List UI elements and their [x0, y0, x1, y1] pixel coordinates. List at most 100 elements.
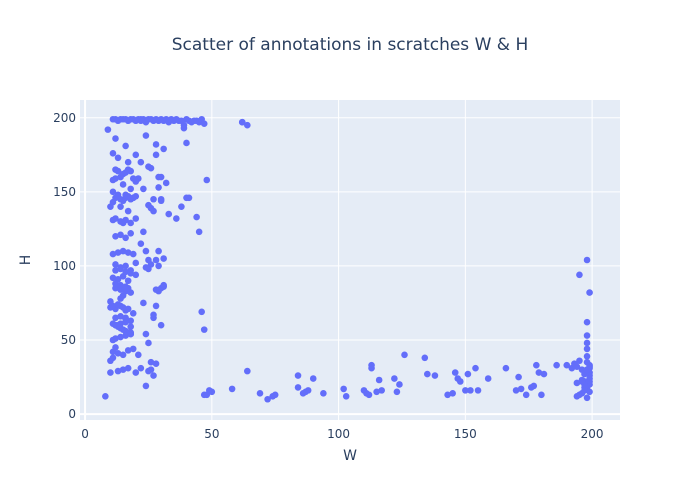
scatter-point[interactable]: [160, 145, 167, 153]
scatter-point[interactable]: [421, 354, 429, 362]
scatter-point[interactable]: [583, 332, 591, 339]
scatter-point[interactable]: [160, 255, 167, 262]
scatter-point[interactable]: [155, 247, 162, 255]
scatter-point[interactable]: [512, 387, 520, 394]
scatter-point[interactable]: [152, 360, 160, 368]
scatter-point[interactable]: [122, 142, 129, 150]
scatter-point[interactable]: [127, 329, 135, 336]
scatter-point[interactable]: [112, 344, 119, 351]
scatter-point[interactable]: [114, 301, 122, 308]
scatter-point[interactable]: [112, 175, 119, 182]
scatter-point[interactable]: [205, 387, 213, 394]
scatter-point[interactable]: [132, 369, 140, 376]
scatter-point[interactable]: [256, 390, 264, 397]
scatter-point[interactable]: [137, 240, 145, 248]
scatter-point[interactable]: [137, 364, 145, 372]
scatter-point[interactable]: [157, 195, 165, 203]
scatter-point[interactable]: [122, 332, 129, 339]
scatter-point[interactable]: [200, 326, 208, 333]
scatter-point[interactable]: [157, 173, 165, 181]
scatter-point[interactable]: [142, 247, 150, 255]
scatter-point[interactable]: [114, 154, 122, 162]
scatter-point[interactable]: [583, 352, 591, 360]
scatter-point[interactable]: [340, 385, 347, 393]
scatter-point[interactable]: [117, 265, 124, 273]
scatter-point[interactable]: [401, 351, 408, 359]
scatter-point[interactable]: [124, 277, 132, 285]
scatter-point[interactable]: [132, 259, 140, 267]
scatter-point[interactable]: [573, 379, 581, 387]
scatter-point[interactable]: [142, 330, 150, 338]
scatter-point[interactable]: [127, 219, 135, 227]
scatter-point[interactable]: [540, 370, 548, 378]
scatter-point[interactable]: [124, 166, 132, 173]
scatter-point[interactable]: [185, 194, 193, 202]
scatter-point[interactable]: [342, 392, 350, 400]
scatter-point[interactable]: [114, 249, 122, 256]
scatter-point[interactable]: [124, 305, 132, 313]
scatter-point[interactable]: [117, 231, 124, 239]
scatter-point[interactable]: [378, 387, 385, 394]
scatter-point[interactable]: [155, 287, 162, 295]
scatter-point[interactable]: [124, 364, 132, 372]
scatter-point[interactable]: [160, 281, 167, 289]
scatter-point[interactable]: [373, 388, 380, 396]
scatter-point[interactable]: [462, 387, 469, 394]
scatter-point[interactable]: [112, 215, 119, 222]
scatter-point[interactable]: [294, 372, 302, 379]
scatter-point[interactable]: [530, 382, 538, 390]
scatter-point[interactable]: [102, 392, 109, 400]
scatter-point[interactable]: [112, 232, 119, 240]
scatter-point[interactable]: [228, 385, 236, 393]
scatter-point[interactable]: [304, 387, 312, 394]
scatter-point[interactable]: [365, 391, 373, 399]
scatter-point[interactable]: [368, 364, 375, 372]
scatter-point[interactable]: [122, 234, 129, 242]
scatter-point[interactable]: [135, 351, 142, 359]
scatter-point[interactable]: [444, 391, 451, 399]
scatter-point[interactable]: [117, 333, 124, 341]
scatter-point[interactable]: [132, 178, 140, 185]
scatter-point[interactable]: [124, 284, 132, 292]
scatter-point[interactable]: [117, 295, 124, 302]
scatter-point[interactable]: [424, 370, 431, 378]
scatter-point[interactable]: [538, 391, 545, 399]
scatter-point[interactable]: [467, 387, 474, 394]
scatter-point[interactable]: [294, 384, 302, 391]
scatter-point[interactable]: [583, 339, 591, 347]
scatter-point[interactable]: [244, 367, 251, 375]
scatter-point[interactable]: [140, 185, 147, 193]
scatter-point[interactable]: [140, 228, 147, 236]
scatter-point[interactable]: [152, 151, 160, 159]
scatter-point[interactable]: [178, 203, 185, 210]
scatter-point[interactable]: [183, 139, 190, 147]
scatter-point[interactable]: [150, 314, 157, 322]
scatter-point[interactable]: [586, 289, 593, 296]
scatter-point[interactable]: [145, 163, 152, 170]
scatter-point[interactable]: [517, 385, 525, 393]
scatter-point[interactable]: [129, 250, 137, 258]
scatter-point[interactable]: [107, 357, 114, 365]
scatter-point[interactable]: [586, 363, 593, 370]
scatter-point[interactable]: [145, 265, 152, 273]
scatter-point[interactable]: [119, 247, 127, 255]
scatter-point[interactable]: [456, 378, 464, 385]
scatter-point[interactable]: [152, 256, 160, 264]
scatter-point[interactable]: [114, 350, 122, 357]
scatter-point[interactable]: [391, 375, 398, 382]
scatter-point[interactable]: [129, 310, 137, 317]
scatter-point[interactable]: [137, 158, 145, 166]
scatter-point[interactable]: [195, 228, 203, 236]
scatter-point[interactable]: [124, 207, 132, 215]
scatter-point[interactable]: [119, 304, 127, 311]
scatter-point[interactable]: [109, 188, 117, 196]
scatter-point[interactable]: [119, 181, 127, 188]
scatter-point[interactable]: [114, 367, 122, 375]
scatter-point[interactable]: [109, 302, 117, 310]
scatter-point[interactable]: [173, 215, 180, 222]
scatter-point[interactable]: [150, 372, 157, 379]
scatter-point[interactable]: [152, 141, 160, 148]
scatter-point[interactable]: [124, 249, 132, 256]
scatter-point[interactable]: [117, 203, 124, 210]
scatter-point[interactable]: [472, 364, 479, 372]
